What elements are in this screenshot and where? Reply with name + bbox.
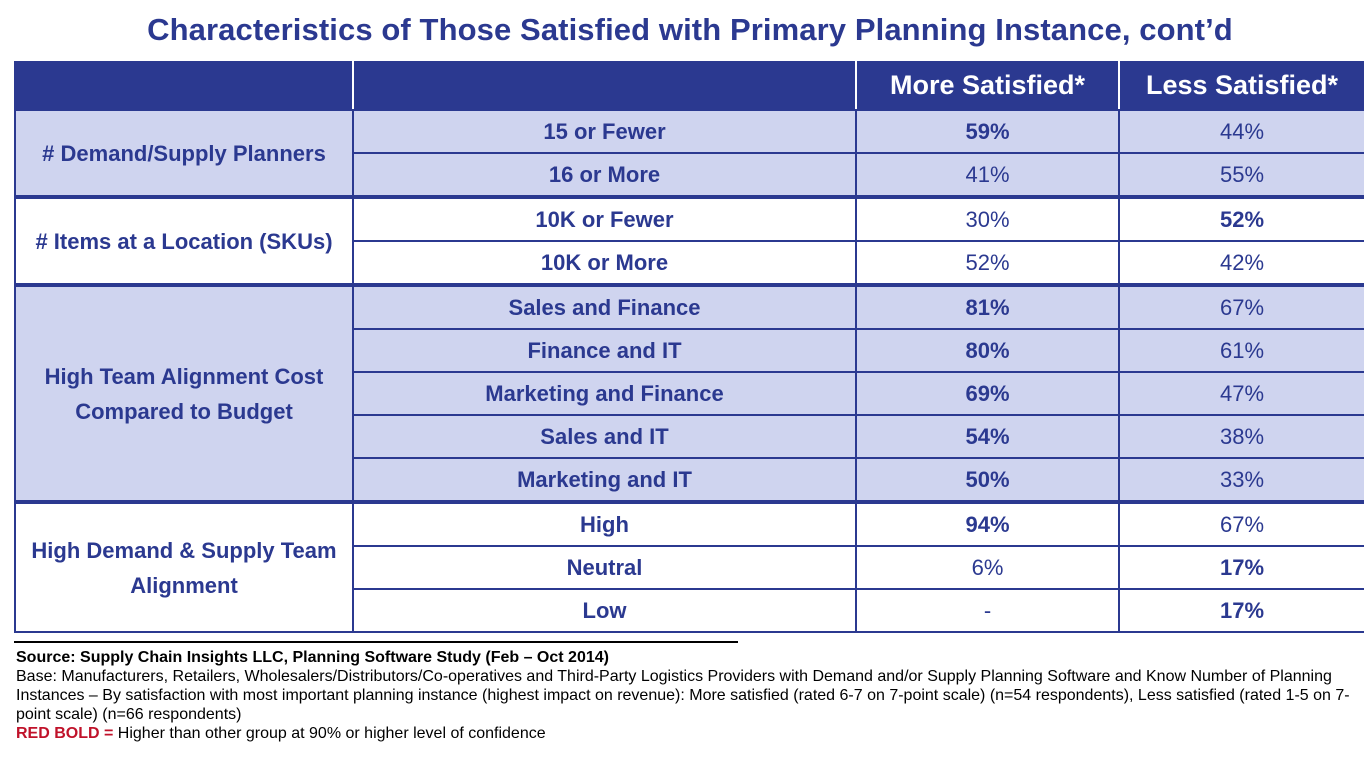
more-satisfied-value: - <box>855 588 1120 633</box>
group-items-at-location: # Items at a Location (SKUs) 10K or Fewe… <box>14 195 1364 286</box>
table-row: Finance and IT 80% 61% <box>15 328 1364 373</box>
legend-text: Higher than other group at 90% or higher… <box>113 725 546 742</box>
footnote-divider <box>14 641 738 643</box>
less-satisfied-value: 67% <box>1118 500 1364 547</box>
table-row: # Demand/Supply Planners 15 or Fewer 59%… <box>14 109 1364 198</box>
row-label: 10K or Fewer <box>352 195 857 242</box>
row-label: 10K or More <box>352 240 857 286</box>
more-satisfied-value: 50% <box>855 457 1120 503</box>
table-row: # Items at a Location (SKUs) 10K or Fewe… <box>14 195 1364 286</box>
row-label: Low <box>352 588 857 633</box>
more-satisfied-value: 80% <box>855 328 1120 373</box>
table-row: High Demand & Supply Team Alignment High… <box>14 500 1364 633</box>
less-satisfied-value: 33% <box>1118 457 1364 503</box>
page-title: Characteristics of Those Satisfied with … <box>147 12 1233 47</box>
table-row: High Team Alignment Cost Compared to Bud… <box>14 283 1364 503</box>
less-satisfied-value: 61% <box>1118 328 1364 373</box>
row-label: Sales and IT <box>352 414 857 459</box>
less-satisfied-value: 42% <box>1118 240 1364 286</box>
group-label: # Demand/Supply Planners <box>14 109 354 198</box>
more-satisfied-value: 59% <box>855 109 1120 154</box>
group-demand-supply-alignment: High Demand & Supply Team Alignment High… <box>14 500 1364 633</box>
row-label: Marketing and IT <box>352 457 857 503</box>
more-satisfied-value: 6% <box>855 545 1120 590</box>
table-row: Marketing and IT 50% 33% <box>15 457 1364 503</box>
less-satisfied-value: 17% <box>1118 588 1364 633</box>
group-label: High Demand & Supply Team Alignment <box>14 500 354 633</box>
legend-key: RED BOLD = <box>16 725 114 742</box>
less-satisfied-value: 67% <box>1118 283 1364 330</box>
row-label: Finance and IT <box>352 328 857 373</box>
less-satisfied-value: 44% <box>1118 109 1364 154</box>
row-label: 15 or Fewer <box>352 109 857 154</box>
more-satisfied-value: 52% <box>855 240 1120 286</box>
group-label: # Items at a Location (SKUs) <box>14 195 354 286</box>
row-label: Sales and Finance <box>352 283 857 330</box>
table-row: Sales and IT 54% 38% <box>15 414 1364 459</box>
group-team-alignment-cost: High Team Alignment Cost Compared to Bud… <box>14 283 1364 503</box>
less-satisfied-value: 38% <box>1118 414 1364 459</box>
header-subgroup-cell <box>352 59 857 111</box>
table-row: Marketing and Finance 69% 47% <box>15 371 1364 416</box>
table-row: 16 or More 41% 55% <box>15 152 1364 198</box>
header-row: More Satisfied* Less Satisfied* <box>14 59 1364 111</box>
table-row: Neutral 6% 17% <box>15 545 1364 590</box>
header-group-cell <box>14 59 354 111</box>
source-note: Source: Supply Chain Insights LLC, Plann… <box>16 649 609 666</box>
group-label: High Team Alignment Cost Compared to Bud… <box>14 283 354 503</box>
less-satisfied-value: 17% <box>1118 545 1364 590</box>
less-satisfied-value: 55% <box>1118 152 1364 198</box>
satisfaction-table: More Satisfied* Less Satisfied* # Demand… <box>14 59 1364 633</box>
row-label: Marketing and Finance <box>352 371 857 416</box>
table-row: 10K or More 52% 42% <box>15 240 1364 286</box>
table-row: Low - 17% <box>15 588 1364 633</box>
row-label: Neutral <box>352 545 857 590</box>
less-satisfied-value: 52% <box>1118 195 1364 242</box>
more-satisfied-value: 94% <box>855 500 1120 547</box>
more-satisfied-value: 54% <box>855 414 1120 459</box>
more-satisfied-value: 41% <box>855 152 1120 198</box>
more-satisfied-value: 30% <box>855 195 1120 242</box>
more-satisfied-value: 81% <box>855 283 1120 330</box>
header-more-satisfied: More Satisfied* <box>855 59 1120 111</box>
group-demand-supply-planners: # Demand/Supply Planners 15 or Fewer 59%… <box>14 109 1364 198</box>
row-label: 16 or More <box>352 152 857 198</box>
less-satisfied-value: 47% <box>1118 371 1364 416</box>
header-less-satisfied: Less Satisfied* <box>1118 59 1364 111</box>
base-note: Base: Manufacturers, Retailers, Wholesal… <box>16 668 1350 723</box>
more-satisfied-value: 69% <box>855 371 1120 416</box>
legend-note: RED BOLD = Higher than other group at 90… <box>16 724 1356 743</box>
row-label: High <box>352 500 857 547</box>
footnote: Source: Supply Chain Insights LLC, Plann… <box>16 648 1356 743</box>
